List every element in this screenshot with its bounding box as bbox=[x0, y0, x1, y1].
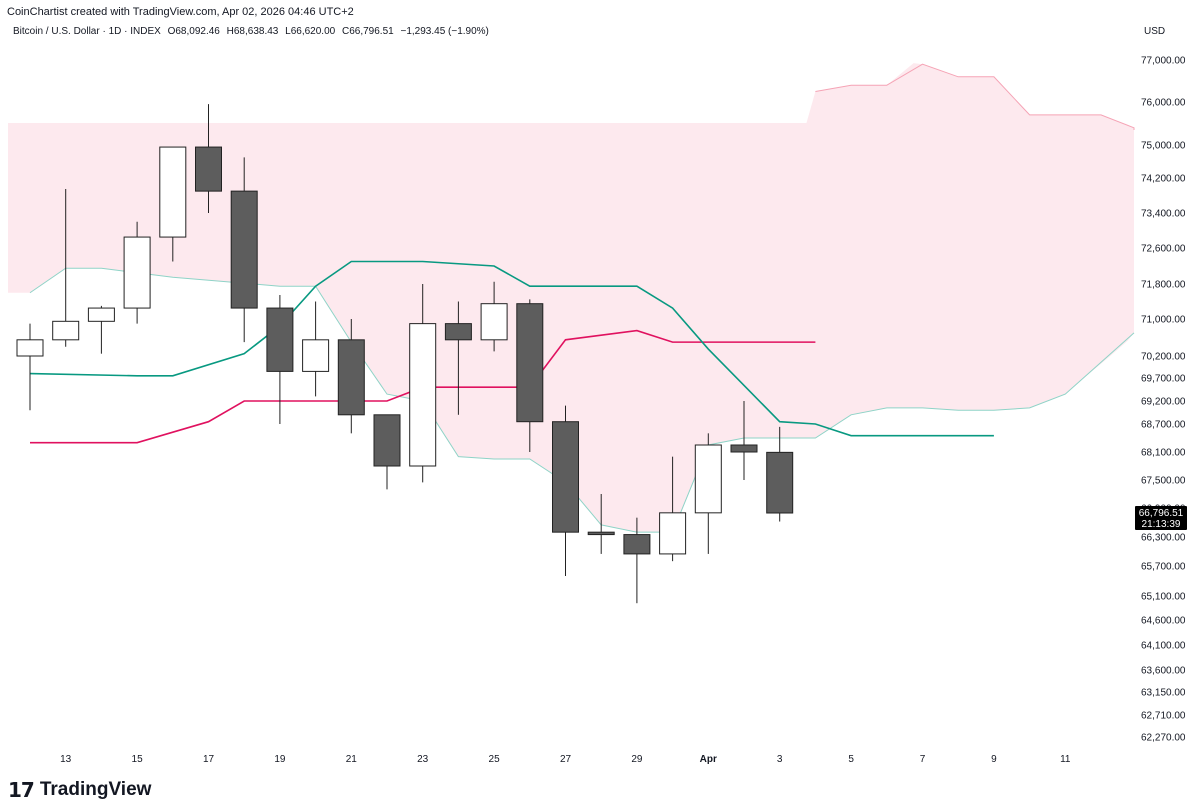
tradingview-brand[interactable]: 17 TradingView bbox=[8, 778, 151, 802]
candle-body bbox=[16, 339, 44, 357]
candle-body bbox=[87, 307, 115, 322]
brand-name: TradingView bbox=[39, 779, 152, 800]
symbol-name[interactable]: Bitcoin / U.S. Dollar · 1D · INDEX bbox=[13, 26, 161, 37]
open-value: O68,092.46 bbox=[167, 26, 220, 37]
tradingview-logo-icon: 17 bbox=[8, 778, 35, 802]
close-value: C66,796.51 bbox=[341, 26, 394, 37]
x-axis-label: 23 bbox=[417, 754, 429, 765]
x-axis-label: 5 bbox=[848, 754, 854, 765]
price-tag bbox=[1135, 506, 1187, 531]
y-axis-label: 71,800.00 bbox=[1141, 280, 1186, 291]
x-axis-label: 11 bbox=[1060, 754, 1071, 765]
price-tag-countdown: 21:13:39 bbox=[1142, 519, 1181, 530]
x-axis-label: Apr bbox=[700, 754, 717, 765]
candle-body bbox=[123, 236, 151, 309]
y-axis-label: 74,200.00 bbox=[1141, 174, 1186, 185]
y-axis-label: 68,100.00 bbox=[1141, 448, 1186, 459]
currency-label[interactable]: USD bbox=[1144, 26, 1166, 37]
chart-credit: CoinChartist created with TradingView.co… bbox=[7, 6, 354, 18]
high-value: H68,638.43 bbox=[226, 26, 279, 37]
candle-body bbox=[587, 531, 615, 536]
x-axis-label: 25 bbox=[489, 754, 501, 765]
y-axis-label: 72,600.00 bbox=[1141, 244, 1186, 255]
y-axis-label: 66,300.00 bbox=[1141, 533, 1186, 544]
price-tag-value: 66,796.51 bbox=[1139, 508, 1184, 519]
candle-body bbox=[552, 421, 579, 533]
candle-body bbox=[444, 323, 472, 341]
candle-body bbox=[230, 190, 258, 309]
candle-body bbox=[766, 451, 794, 514]
candle-body bbox=[195, 146, 222, 192]
x-axis-label: 27 bbox=[560, 754, 572, 765]
y-axis-label: 77,000.00 bbox=[1141, 56, 1186, 67]
x-axis-label: 7 bbox=[920, 754, 926, 765]
ichimoku-cloud bbox=[8, 63, 1134, 533]
candle-body bbox=[52, 320, 80, 341]
kijun-line bbox=[29, 260, 994, 437]
y-axis-label: 63,150.00 bbox=[1141, 688, 1186, 699]
candle-body bbox=[409, 323, 437, 467]
y-axis-label: 76,000.00 bbox=[1141, 98, 1186, 109]
low-value: L66,620.00 bbox=[285, 26, 336, 37]
x-axis-label: 19 bbox=[274, 754, 286, 765]
candle-body bbox=[730, 444, 758, 453]
candle-body bbox=[659, 512, 687, 555]
y-axis-label: 64,100.00 bbox=[1141, 641, 1186, 652]
change-value: −1,293.45 (−1.90%) bbox=[400, 26, 489, 37]
x-axis-label: 9 bbox=[991, 754, 997, 765]
y-axis-label: 69,700.00 bbox=[1141, 374, 1186, 385]
candle-body bbox=[373, 414, 401, 467]
y-axis-label: 64,600.00 bbox=[1141, 616, 1186, 627]
y-axis-label: 65,100.00 bbox=[1141, 592, 1186, 603]
y-axis-label: 62,710.00 bbox=[1141, 711, 1186, 722]
candle-body bbox=[266, 307, 294, 372]
candle-body bbox=[302, 339, 330, 372]
x-axis-label: 21 bbox=[346, 754, 358, 765]
y-axis-label: 75,000.00 bbox=[1141, 141, 1186, 152]
y-axis-label: 67,500.00 bbox=[1141, 476, 1186, 487]
candle-body bbox=[159, 146, 187, 238]
y-axis-label: 73,400.00 bbox=[1141, 209, 1186, 220]
x-axis-label: 3 bbox=[777, 754, 783, 765]
candle-body bbox=[337, 339, 365, 416]
senkou-span-a-line bbox=[29, 267, 1135, 533]
candle-body bbox=[694, 444, 722, 514]
y-axis-label: 63,600.00 bbox=[1141, 666, 1186, 677]
y-axis-label: 68,700.00 bbox=[1141, 420, 1186, 431]
x-axis-label: 13 bbox=[60, 754, 72, 765]
x-axis-label: 17 bbox=[203, 754, 215, 765]
senkou-span-b-line bbox=[815, 63, 1135, 130]
y-axis-label: 69,200.00 bbox=[1141, 397, 1186, 408]
candle-body bbox=[516, 303, 544, 423]
x-axis-label: 29 bbox=[631, 754, 643, 765]
candle-body bbox=[480, 303, 508, 341]
symbol-header: Bitcoin / U.S. Dollar · 1D · INDEX O68,0… bbox=[13, 26, 493, 37]
y-axis-label: 71,000.00 bbox=[1141, 315, 1186, 326]
y-axis-label: 62,270.00 bbox=[1141, 733, 1186, 744]
x-axis-label: 15 bbox=[132, 754, 144, 765]
y-axis-label: 65,700.00 bbox=[1141, 562, 1186, 573]
candle-body bbox=[623, 534, 651, 555]
y-axis-label: 70,200.00 bbox=[1141, 352, 1186, 363]
